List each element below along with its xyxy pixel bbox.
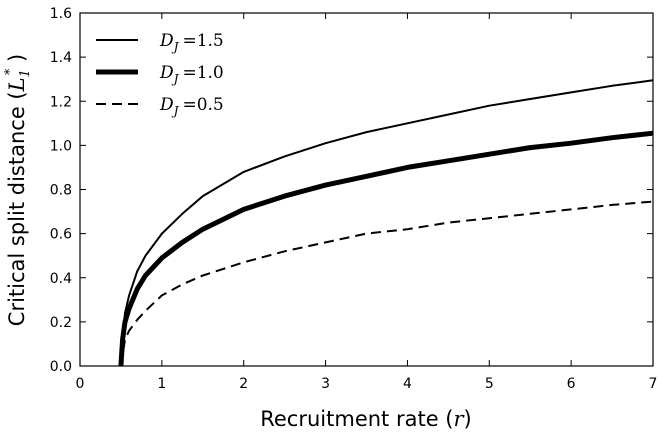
- y-tick-label: 1.6: [50, 6, 72, 22]
- y-tick-label: 0.4: [50, 271, 72, 287]
- series-line-3: [119, 200, 654, 367]
- x-tick-label: 2: [239, 376, 248, 392]
- x-tick-label: 5: [485, 376, 494, 392]
- series-line-1: [119, 79, 654, 367]
- x-tick-label: 1: [157, 376, 166, 392]
- x-tick-label: 3: [321, 376, 330, 392]
- series-layer: [118, 79, 654, 367]
- series-line-2: [118, 130, 654, 367]
- y-tick-label: 0.6: [50, 227, 72, 243]
- y-tick-label: 0.0: [50, 359, 72, 375]
- x-tick-label: 4: [403, 376, 412, 392]
- x-tick-label: 7: [649, 376, 658, 392]
- y-tick-label: 0.2: [50, 315, 72, 331]
- y-axis-title: Critical split distance (L1* ): [3, 54, 33, 326]
- legend: DJ =1.5 DJ =1.0 DJ =0.5: [96, 31, 224, 118]
- x-tick-label: 0: [76, 376, 85, 392]
- x-axis-title: Recruitment rate (r): [260, 407, 472, 431]
- axis-ticks: 0 1 2 3 4 5 6 7 0.0 0.2 0.4 0.6 0.8 1.0 1.2 1.4 1.6: [50, 6, 658, 392]
- x-tick-label: 6: [567, 376, 576, 392]
- legend-item: DJ =0.5: [96, 95, 224, 118]
- legend-label: DJ =1.0: [159, 63, 224, 86]
- legend-label: DJ =0.5: [159, 95, 224, 118]
- legend-item: DJ =1.0: [96, 63, 224, 86]
- y-tick-label: 1.2: [50, 94, 72, 110]
- legend-label: DJ =1.5: [159, 31, 224, 54]
- legend-item: DJ =1.5: [96, 31, 224, 54]
- y-tick-label: 0.8: [50, 183, 72, 199]
- y-tick-label: 1.0: [50, 138, 72, 154]
- y-tick-label: 1.4: [50, 50, 72, 66]
